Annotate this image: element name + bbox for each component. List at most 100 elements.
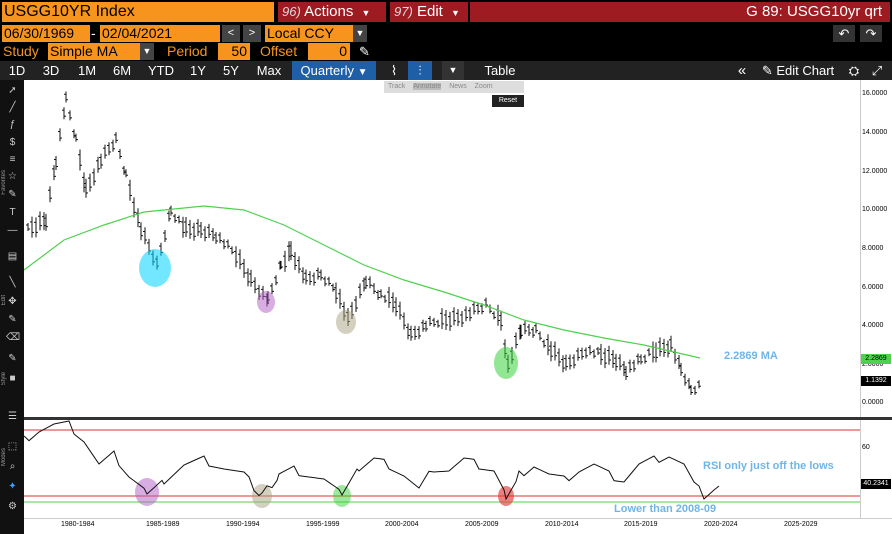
- x-tick-1990: 1990-1994: [226, 521, 260, 528]
- tab-6m[interactable]: 6M: [112, 63, 132, 78]
- eraser-icon[interactable]: ⌫: [6, 332, 21, 343]
- price-bars: [26, 91, 701, 395]
- y-tick-2: 2.0000: [862, 361, 884, 368]
- favorites-icon[interactable]: ☆: [8, 171, 17, 182]
- brush-icon[interactable]: ✎: [8, 189, 17, 200]
- y-tick-4: 4.0000: [862, 322, 884, 329]
- news-button[interactable]: News: [449, 83, 467, 90]
- expand-icon[interactable]: ⤢: [871, 63, 883, 78]
- x-tick-1995: 1995-1999: [306, 521, 340, 528]
- reset-button[interactable]: Reset: [492, 95, 524, 107]
- collapse-icon[interactable]: «: [737, 62, 747, 79]
- next-arrow-icon[interactable]: >: [243, 25, 261, 42]
- annotate-button[interactable]: Annotate: [413, 83, 442, 90]
- rsi-circle-olive: [252, 484, 272, 508]
- horizontal-icon[interactable]: ≡: [9, 154, 16, 165]
- date-separator: -: [91, 25, 96, 41]
- tab-ytd[interactable]: YTD: [148, 63, 174, 78]
- dollar-icon[interactable]: $: [9, 137, 16, 148]
- currency-chevron-icon[interactable]: ▼: [353, 25, 367, 42]
- edit-tab[interactable]: Edit: [1, 295, 7, 306]
- highlight-circle-purple: [257, 291, 275, 313]
- chart-popup-toolbar: Track Annotate News Zoom: [384, 81, 524, 93]
- tab-1m[interactable]: 1M: [77, 63, 97, 78]
- frequency-select[interactable]: Quarterly ▼: [292, 61, 376, 80]
- line-chart-icon[interactable]: ⌇: [390, 63, 398, 78]
- edit-menu[interactable]: 97) Edit ▼: [390, 2, 468, 22]
- style-tab[interactable]: Style: [1, 372, 7, 386]
- actions-num: 96): [282, 4, 301, 19]
- study-chevron-icon[interactable]: ▼: [140, 43, 154, 60]
- period-label: Period: [167, 43, 208, 59]
- x-tick-1980: 1980-1984: [61, 521, 95, 528]
- highlight-circle-olive: [336, 310, 356, 334]
- x-tick-2020: 2020-2024: [704, 521, 738, 528]
- rsi-annotation: RSI only just off the lows: [703, 460, 834, 472]
- pencil-icon[interactable]: ✎: [359, 44, 370, 59]
- page-title: G 89: USGG10yr qrt: [470, 2, 890, 22]
- channel-icon[interactable]: ▤: [7, 251, 18, 262]
- y-tick-8: 8.0000: [862, 245, 884, 252]
- tab-3d[interactable]: 3D: [42, 63, 60, 78]
- eyedropper-icon[interactable]: ⌕: [9, 461, 16, 472]
- style-color-icon[interactable]: ■: [9, 373, 16, 384]
- study-label: Study: [3, 43, 39, 59]
- line-tool-icon[interactable]: ╱: [9, 102, 16, 113]
- start-date-field[interactable]: 06/30/1969: [2, 25, 90, 42]
- x-tick-2015: 2015-2019: [624, 521, 658, 528]
- offset-label: Offset: [260, 43, 298, 59]
- x-tick-2025: 2025-2029: [784, 521, 818, 528]
- edit-chart-label: Edit Chart: [776, 63, 835, 78]
- bar-chart-icon[interactable]: ⫶: [408, 61, 432, 80]
- pane-divider[interactable]: [24, 417, 892, 420]
- end-date-field[interactable]: 02/04/2021: [100, 25, 220, 42]
- cursor-icon[interactable]: ➚: [8, 85, 17, 96]
- hline-icon[interactable]: ―: [7, 225, 18, 236]
- y-tick-14: 14.0000: [862, 129, 888, 136]
- tab-1y[interactable]: 1Y: [190, 63, 206, 78]
- modes-tab[interactable]: Modes: [1, 448, 7, 467]
- rsi-circle-purple: [135, 478, 159, 506]
- x-tick-2010: 2010-2014: [545, 521, 579, 528]
- rsi-circle-green: [333, 485, 351, 507]
- track-button[interactable]: Track: [388, 83, 406, 90]
- rsi-line: [24, 420, 720, 501]
- edit-chart-button[interactable]: ✎ Edit Chart: [755, 61, 841, 80]
- ticker-input[interactable]: USGG10YR Index: [2, 2, 274, 22]
- fib-icon[interactable]: ƒ: [9, 119, 16, 130]
- edit-label: Edit: [416, 3, 443, 20]
- edit-pencil-icon[interactable]: ✎: [8, 314, 17, 325]
- trend-icon[interactable]: ╲: [9, 277, 16, 288]
- favorites-tab[interactable]: Favorites: [1, 170, 7, 195]
- palette-icon[interactable]: ✦: [8, 481, 17, 492]
- period-input[interactable]: 50: [218, 43, 250, 60]
- prev-arrow-icon[interactable]: <: [222, 25, 240, 42]
- gear-icon[interactable]: ⚙: [8, 501, 17, 512]
- select-icon[interactable]: ⬚: [7, 441, 18, 452]
- price-chart-area[interactable]: [24, 80, 860, 417]
- rsi-chart-svg: [24, 420, 860, 508]
- frequency-label: Quarterly: [300, 63, 354, 78]
- offset-input[interactable]: 0: [308, 43, 350, 60]
- tab-5y[interactable]: 5Y: [223, 63, 239, 78]
- chart-type-chevron-icon[interactable]: ▼: [442, 61, 464, 80]
- move-icon[interactable]: ✥: [8, 296, 17, 307]
- y-tick-6: 6.0000: [862, 284, 884, 291]
- undo-icon[interactable]: ↶: [833, 25, 855, 42]
- zoom-button[interactable]: Zoom: [474, 83, 493, 90]
- redo-icon[interactable]: ↷: [860, 25, 882, 42]
- style-pencil-icon[interactable]: ✎: [8, 353, 17, 364]
- tab-max[interactable]: Max: [256, 63, 282, 78]
- tab-1d[interactable]: 1D: [8, 63, 26, 78]
- ma-price-badge: 2.2869: [861, 354, 891, 364]
- text-tool-icon[interactable]: T: [9, 207, 16, 218]
- study-select[interactable]: Simple MA: [48, 43, 140, 60]
- actions-chevron-icon: ▼: [361, 8, 371, 18]
- chart-settings-icon[interactable]: ⛭: [848, 63, 860, 78]
- ma-line: [24, 205, 701, 359]
- table-button[interactable]: Table: [484, 63, 516, 78]
- layers-icon[interactable]: ☰: [8, 411, 17, 422]
- currency-select[interactable]: Local CCY: [265, 25, 353, 42]
- actions-menu[interactable]: 96) Actions ▼: [278, 2, 386, 22]
- y-tick-16: 16.0000: [862, 90, 888, 97]
